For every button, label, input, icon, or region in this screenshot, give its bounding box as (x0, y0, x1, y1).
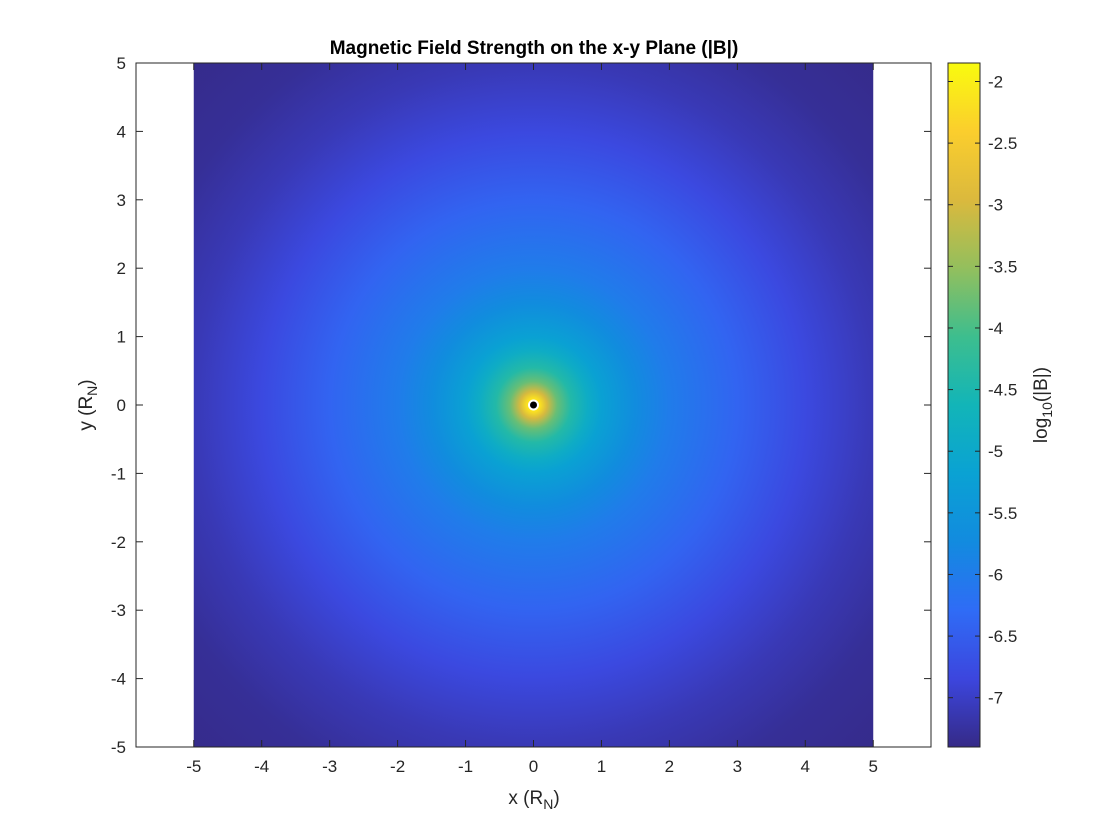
y-tick-label: 3 (117, 191, 126, 210)
colorbar-tick-label: -6 (988, 565, 1003, 584)
colorbar-label-post: (|B|) (1031, 367, 1052, 402)
x-tick-label: -5 (186, 757, 201, 776)
y-tick-label: 0 (117, 396, 126, 415)
y-tick-label: -4 (111, 670, 126, 689)
y-axis-label: y (RN) (76, 379, 100, 430)
x-tick-label: 0 (529, 757, 538, 776)
colorbar-tick-label: -2.5 (988, 134, 1017, 153)
x-tick-label: -2 (390, 757, 405, 776)
chart-title: Magnetic Field Strength on the x-y Plane… (330, 38, 739, 59)
y-tick-label: 4 (117, 122, 126, 141)
y-tick-label: -2 (111, 533, 126, 552)
colorbar-tick-label: -5 (988, 442, 1003, 461)
x-axis-ticks: -5 -4 -3 -2 -1 0 1 2 3 4 5 (186, 63, 878, 776)
center-marker (530, 401, 537, 409)
y-axis-label-main: y (R (76, 396, 97, 431)
x-tick-label: -4 (254, 757, 269, 776)
colorbar-tick-label: -2 (988, 72, 1003, 91)
y-tick-label: -3 (111, 601, 126, 620)
x-tick-label: 4 (801, 757, 810, 776)
colorbar-tick-label: -4.5 (988, 381, 1017, 400)
x-tick-label: -3 (322, 757, 337, 776)
colorbar-label-sub: 10 (1039, 402, 1055, 418)
y-tick-label: -5 (111, 738, 126, 757)
colorbar-tick-label: -4 (988, 319, 1003, 338)
y-tick-label: 1 (117, 328, 126, 347)
y-axis-label-sub: N (84, 386, 100, 396)
colorbar (947, 62, 981, 748)
x-tick-label: 3 (733, 757, 742, 776)
colorbar-tick-label: -6.5 (988, 627, 1017, 646)
x-tick-label: 1 (597, 757, 606, 776)
x-axis-label-sub: N (543, 796, 553, 812)
colorbar-tick-label: -3.5 (988, 257, 1017, 276)
y-axis-ticks: 5 4 3 2 1 0 -1 -2 -3 -4 -5 (111, 54, 931, 757)
colorbar-label: log10(|B|) (1031, 367, 1055, 443)
x-axis-label-main: x (R (508, 788, 543, 809)
y-axis-label-close: ) (76, 379, 97, 385)
x-axis-label: x (RN) (508, 788, 559, 812)
x-tick-label: -1 (458, 757, 473, 776)
colorbar-tick-label: -5.5 (988, 504, 1017, 523)
colorbar-ticks: -2 -2.5 -3 -3.5 -4 -4.5 -5 -5.5 -6 -6.5 -7 (948, 72, 1017, 708)
y-tick-label: -1 (111, 464, 126, 483)
y-tick-label: 2 (117, 259, 126, 278)
x-tick-label: 5 (869, 757, 878, 776)
colorbar-label-pre: log (1031, 418, 1052, 443)
colorbar-tick-label: -7 (988, 689, 1003, 708)
y-tick-label: 5 (117, 54, 126, 73)
x-axis-label-close: ) (553, 788, 559, 809)
colorbar-tick-label: -3 (988, 196, 1003, 215)
x-tick-label: 2 (665, 757, 674, 776)
